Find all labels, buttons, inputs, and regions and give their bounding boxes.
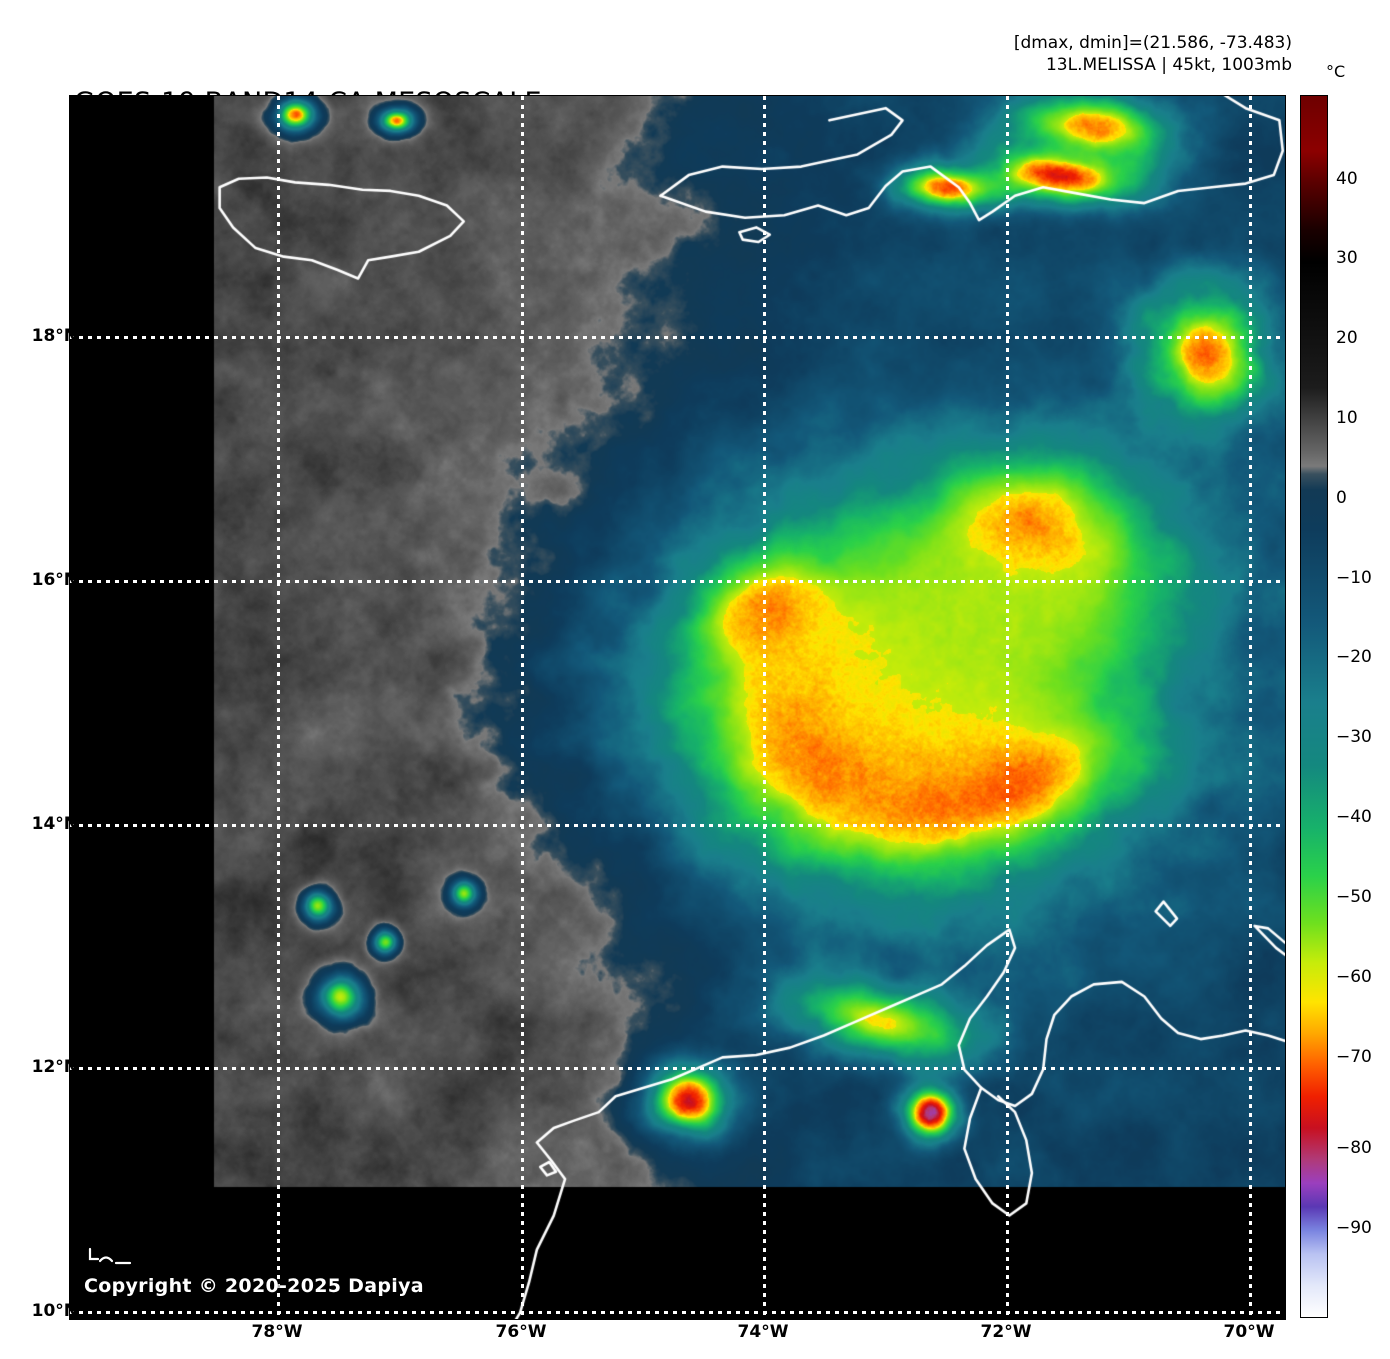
colorbar-tick-10: 10 [1336,408,1358,428]
lat-tick-12: 12°N [31,1057,78,1077]
colorbar-tick-40: 40 [1336,169,1358,189]
colorbar-tick--20: −20 [1336,647,1372,667]
lat-tick-18: 18°N [31,326,78,346]
colorbar-tick--60: −60 [1336,967,1372,987]
signature-mark [88,1247,132,1265]
temperature-colorbar[interactable] [1300,95,1328,1318]
colorbar-tick--50: −50 [1336,887,1372,907]
copyright-text: Copyright © 2020-2025 Dapiya [84,1275,424,1297]
colorbar-tick--90: −90 [1336,1218,1372,1238]
colorbar-tick-0: 0 [1336,488,1347,508]
lat-tick-16: 16°N [31,570,78,590]
storm-info-text: 13L.MELISSA | 45kt, 1003mb [1045,55,1292,75]
dmax-dmin-text: [dmax, dmin]=(21.586, -73.483) [1013,33,1292,53]
satellite-imagery-canvas [70,96,1285,1319]
metadata-block: [dmax, dmin]=(21.586, -73.483) 13L.MELIS… [1014,32,1292,76]
lon-tick-78w: 78°W [251,1322,303,1342]
colorbar-tick--10: −10 [1336,568,1372,588]
colorbar-gradient [1301,96,1327,1317]
colorbar-tick-30: 30 [1336,248,1358,268]
colorbar-tick--80: −80 [1336,1138,1372,1158]
lon-tick-70w: 70°W [1223,1322,1275,1342]
lon-tick-72w: 72°W [980,1322,1032,1342]
colorbar-tick-20: 20 [1336,328,1358,348]
lat-tick-14: 14°N [31,814,78,834]
colorbar-tick--40: −40 [1336,807,1372,827]
lon-tick-74w: 74°W [737,1322,789,1342]
lat-tick-10: 10°N [31,1301,78,1321]
colorbar-tick--70: −70 [1336,1047,1372,1067]
colorbar-tick--30: −30 [1336,727,1372,747]
lon-tick-76w: 76°W [495,1322,547,1342]
satellite-image-plot[interactable]: Copyright © 2020-2025 Dapiya [69,95,1286,1320]
colorbar-unit-label: °C [1326,62,1346,81]
